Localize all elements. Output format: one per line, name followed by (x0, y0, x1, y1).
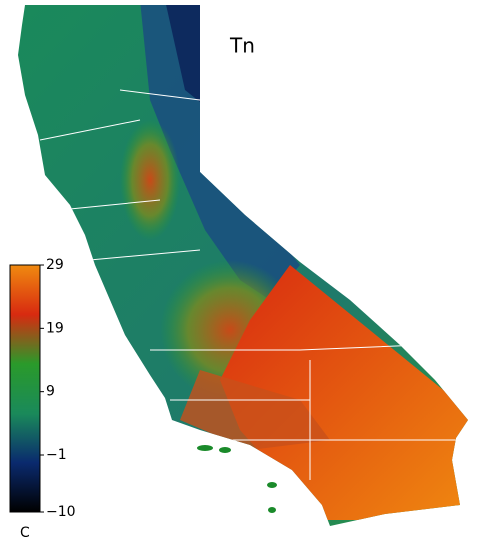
islands (197, 445, 277, 513)
colorbar-tick-label: −1 (46, 447, 67, 463)
colorbar-tick-label: 19 (46, 320, 64, 336)
colorbar (9, 264, 41, 513)
map-title: Tn (229, 34, 255, 58)
colorbar-tick-label: −10 (46, 504, 76, 520)
colorbar-tick-label: 9 (46, 384, 55, 400)
colorbar-tick-label: 29 (46, 257, 64, 273)
colorbar-unit: C (20, 525, 30, 541)
